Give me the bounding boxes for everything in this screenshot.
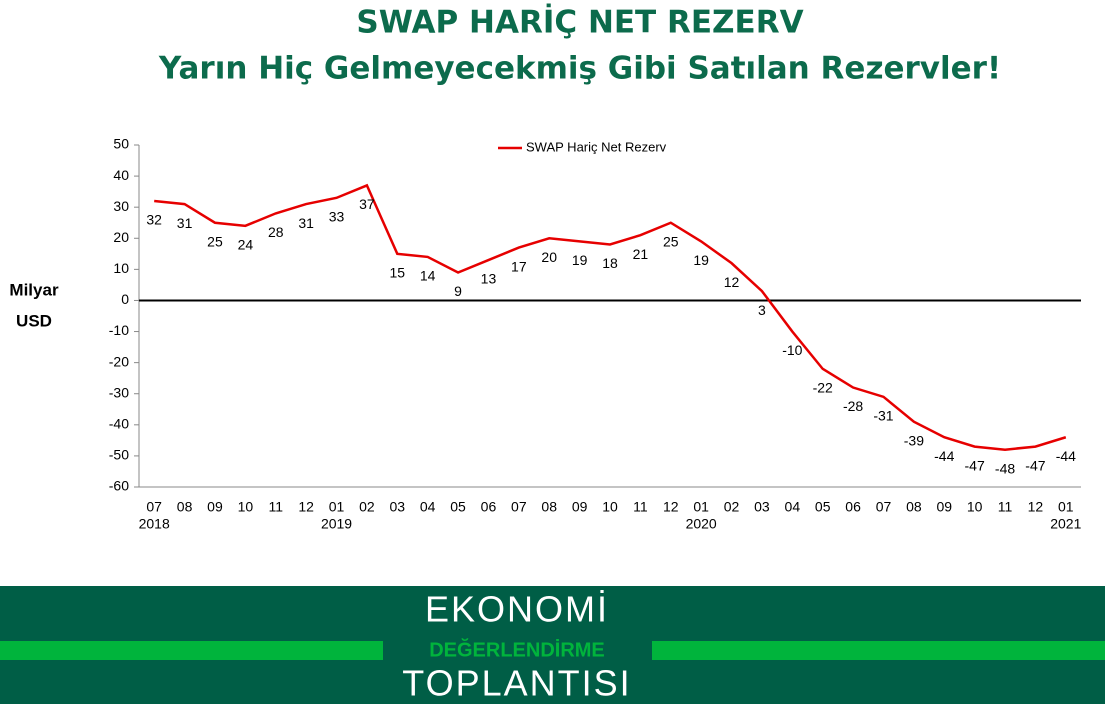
data-label: 25 bbox=[207, 233, 223, 249]
x-tick-label: 02 bbox=[724, 499, 740, 515]
data-label: 32 bbox=[146, 212, 162, 228]
x-tick-label: 04 bbox=[420, 499, 436, 515]
x-tick-label: 02 bbox=[359, 499, 375, 515]
y-tick-label: -30 bbox=[109, 384, 129, 400]
data-label: 31 bbox=[298, 215, 314, 231]
x-year-label: 2021 bbox=[1050, 516, 1081, 532]
x-tick-label: 09 bbox=[572, 499, 588, 515]
y-tick-label: -60 bbox=[109, 478, 129, 494]
footer-logo: TOPLANTISI bbox=[402, 663, 631, 704]
x-tick-label: 12 bbox=[663, 499, 679, 515]
x-tick-label: 03 bbox=[390, 499, 406, 515]
data-label: 17 bbox=[511, 258, 527, 274]
data-label: -22 bbox=[813, 380, 833, 396]
data-label: 19 bbox=[693, 252, 709, 268]
y-tick-label: -10 bbox=[109, 322, 129, 338]
data-label: -31 bbox=[873, 408, 893, 424]
x-tick-label: 10 bbox=[967, 499, 983, 515]
y-tick-label: 50 bbox=[113, 136, 129, 152]
x-tick-label: 10 bbox=[602, 499, 618, 515]
x-tick-label: 08 bbox=[906, 499, 922, 515]
data-label: 20 bbox=[541, 249, 557, 265]
data-label: 25 bbox=[663, 233, 679, 249]
x-tick-label: 11 bbox=[268, 499, 283, 515]
x-tick-label: 01 bbox=[1058, 499, 1074, 515]
data-label: -39 bbox=[904, 432, 924, 448]
x-tick-label: 03 bbox=[754, 499, 770, 515]
data-label: 13 bbox=[481, 271, 497, 287]
data-label: 15 bbox=[390, 265, 406, 281]
y-tick-label: 0 bbox=[121, 291, 129, 307]
data-label: 24 bbox=[238, 237, 254, 253]
data-label: 12 bbox=[724, 274, 740, 290]
x-year-label: 2020 bbox=[686, 516, 717, 532]
x-tick-label: 06 bbox=[845, 499, 861, 515]
x-tick-label: 07 bbox=[146, 499, 162, 515]
legend-label: SWAP Hariç Net Rezerv bbox=[526, 139, 667, 154]
x-tick-label: 09 bbox=[936, 499, 952, 515]
y-tick-label: -50 bbox=[109, 447, 129, 463]
x-tick-label: 12 bbox=[298, 499, 314, 515]
footer-stripe bbox=[652, 641, 1105, 660]
chart-title: SWAP HARİÇ NET REZERV bbox=[356, 5, 803, 41]
y-tick-label: -20 bbox=[109, 353, 129, 369]
data-label: 14 bbox=[420, 268, 436, 284]
data-label: 31 bbox=[177, 215, 193, 231]
x-year-label: 2019 bbox=[321, 516, 352, 532]
x-tick-label: 09 bbox=[207, 499, 223, 515]
x-tick-label: 08 bbox=[541, 499, 557, 515]
x-tick-label: 01 bbox=[329, 499, 345, 515]
data-label: 9 bbox=[454, 283, 462, 299]
data-line bbox=[154, 183, 1067, 451]
x-tick-label: 08 bbox=[177, 499, 193, 515]
y-tick-label: 40 bbox=[113, 167, 129, 183]
data-label: 28 bbox=[268, 224, 284, 240]
chart-subtitle: Yarın Hiç Gelmeyecekmiş Gibi Satılan Rez… bbox=[158, 51, 1001, 87]
data-label: -44 bbox=[934, 448, 954, 464]
x-tick-label: 11 bbox=[998, 499, 1013, 515]
data-label: 37 bbox=[359, 196, 375, 212]
data-label: -44 bbox=[1056, 448, 1076, 464]
x-tick-label: 05 bbox=[815, 499, 831, 515]
footer-logo: EKONOMİ bbox=[425, 589, 609, 630]
data-label: -28 bbox=[843, 398, 863, 414]
data-label: -10 bbox=[782, 342, 802, 358]
y-tick-label: -40 bbox=[109, 416, 129, 432]
data-label: -47 bbox=[965, 457, 985, 473]
data-label: 18 bbox=[602, 255, 618, 271]
x-tick-label: 12 bbox=[1028, 499, 1044, 515]
y-axis-label: USD bbox=[16, 311, 52, 330]
x-tick-label: 07 bbox=[511, 499, 527, 515]
y-axis-label: Milyar bbox=[9, 280, 59, 299]
data-label: -47 bbox=[1025, 457, 1045, 473]
x-tick-label: 05 bbox=[450, 499, 466, 515]
x-year-label: 2018 bbox=[139, 516, 170, 532]
footer-logo: DEĞERLENDİRME bbox=[429, 637, 605, 661]
x-tick-label: 01 bbox=[693, 499, 709, 515]
data-label: 3 bbox=[758, 302, 766, 318]
data-label: 19 bbox=[572, 252, 588, 268]
x-tick-label: 11 bbox=[633, 499, 648, 515]
data-label: -48 bbox=[995, 460, 1015, 476]
x-tick-label: 10 bbox=[238, 499, 254, 515]
x-tick-label: 07 bbox=[876, 499, 892, 515]
y-tick-label: 20 bbox=[113, 229, 129, 245]
x-tick-label: 04 bbox=[785, 499, 801, 515]
y-tick-label: 30 bbox=[113, 198, 129, 214]
footer-stripe bbox=[0, 641, 383, 660]
y-tick-label: 10 bbox=[113, 260, 129, 276]
x-tick-label: 06 bbox=[481, 499, 497, 515]
data-label: 33 bbox=[329, 209, 345, 225]
data-label: 21 bbox=[633, 246, 649, 262]
